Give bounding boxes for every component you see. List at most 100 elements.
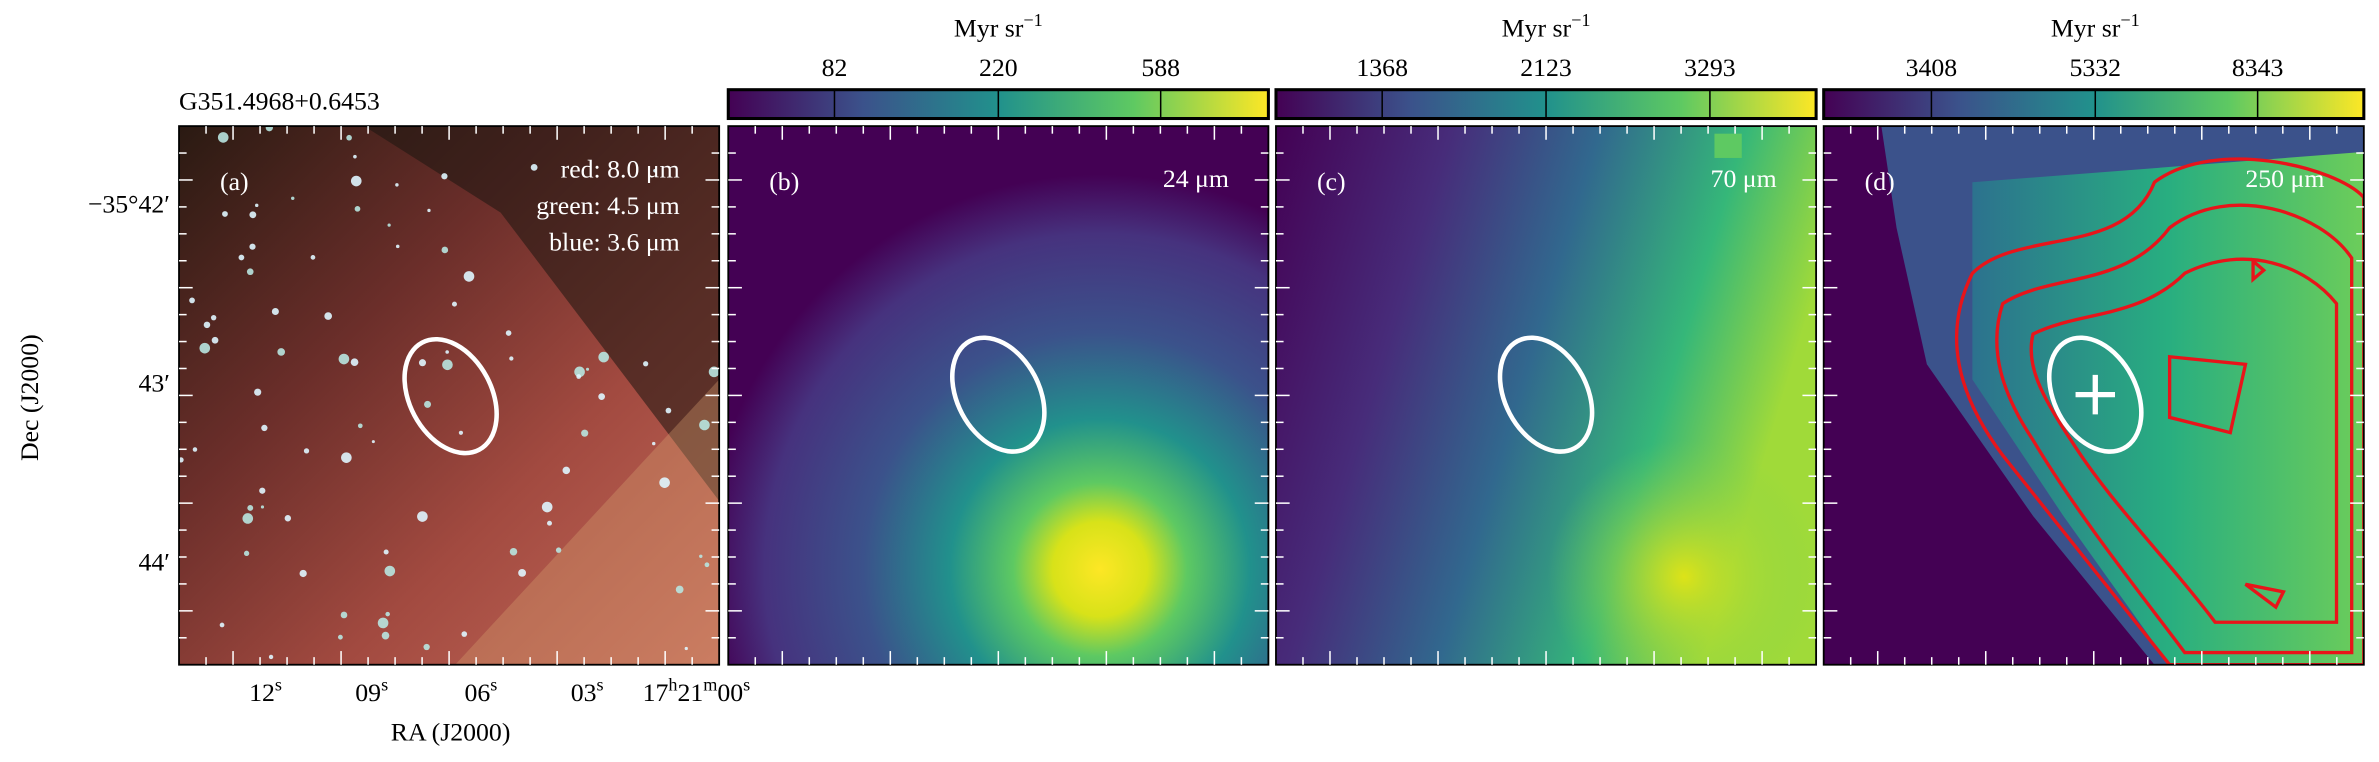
star — [260, 505, 265, 509]
x-tick-label: 17h21m00s — [643, 675, 751, 708]
panel-c-image — [1275, 126, 1817, 665]
star — [277, 348, 286, 356]
tick-number: 21 — [677, 678, 703, 707]
star — [350, 358, 359, 366]
panel-label: (a) — [220, 167, 249, 196]
band-label: green: 4.5 μm — [536, 191, 679, 220]
star — [518, 568, 527, 577]
band-label: blue: 3.6 μm — [549, 228, 680, 257]
star — [451, 301, 457, 307]
colorbar-tick-label: 82 — [822, 53, 848, 82]
colorbar-tick-label: 8343 — [2232, 53, 2284, 82]
star — [217, 132, 229, 143]
x-axis-title: RA (J2000) — [391, 718, 511, 747]
star — [341, 452, 352, 463]
star — [338, 353, 350, 365]
colorbars — [726, 88, 2366, 121]
star — [417, 511, 428, 522]
tick-number: 09 — [355, 678, 381, 707]
star — [418, 359, 427, 367]
star — [299, 569, 307, 578]
x-tick-label: 03s — [571, 675, 604, 708]
star — [653, 169, 657, 173]
colorbar-unit: Myr sr−1 — [954, 10, 1043, 43]
panel-a-image — [179, 126, 720, 665]
star — [461, 631, 468, 637]
star — [242, 513, 254, 524]
star — [423, 643, 430, 651]
colorbar-ticks — [833, 89, 2259, 119]
star — [222, 211, 228, 217]
star — [340, 611, 348, 619]
star — [247, 505, 254, 511]
tick-number: 03 — [571, 678, 597, 707]
star — [541, 501, 553, 513]
star — [643, 361, 649, 367]
star — [261, 424, 268, 432]
colorbar-tick-label: 1368 — [1356, 53, 1408, 82]
star — [179, 457, 184, 463]
star — [581, 429, 589, 437]
unit-base: Myr sr — [2051, 14, 2121, 43]
star — [509, 547, 518, 556]
star — [210, 314, 217, 321]
star — [284, 515, 292, 522]
tick-marks — [179, 126, 2364, 665]
tick-unit: m — [703, 675, 717, 695]
colorbar-tick-label: 3293 — [1684, 53, 1736, 82]
star — [254, 388, 262, 396]
tick-unit: s — [743, 675, 750, 695]
unit-base: Myr sr — [954, 14, 1024, 43]
star — [268, 654, 274, 660]
band-label: 250 μm — [2245, 164, 2324, 193]
star — [243, 550, 250, 556]
panel-d-image — [1823, 126, 2364, 665]
star — [246, 268, 254, 276]
y-axis-title: Dec (J2000) — [15, 334, 44, 461]
unit-base: Myr sr — [1502, 14, 1572, 43]
star — [505, 330, 512, 336]
y-tick-label: 44′ — [139, 548, 170, 577]
aperture — [950, 335, 1047, 454]
tick-number: 12 — [249, 678, 275, 707]
star — [395, 183, 399, 187]
colorbar-tick-label: 2123 — [1520, 53, 1572, 82]
star — [699, 419, 710, 431]
y-tick-label: −35°42′ — [88, 190, 170, 219]
star — [665, 407, 672, 414]
tick-unit: h — [668, 675, 677, 695]
star — [350, 175, 362, 187]
star — [324, 312, 333, 320]
star — [255, 203, 259, 208]
star — [371, 440, 375, 444]
star — [445, 350, 449, 354]
star — [458, 430, 464, 435]
panel-label: (b) — [769, 167, 799, 196]
star — [547, 520, 552, 526]
panel-label: (d) — [1865, 167, 1895, 196]
star — [675, 585, 684, 594]
band-label: 24 μm — [1163, 164, 1229, 193]
source-name: G351.4968+0.6453 — [179, 86, 380, 115]
tick-number: 00 — [717, 678, 743, 707]
tick-number: 06 — [465, 678, 491, 707]
star — [576, 374, 582, 379]
aperture — [402, 336, 499, 456]
star — [704, 562, 710, 568]
aperture — [2046, 335, 2144, 454]
star — [598, 393, 605, 400]
star — [555, 547, 562, 553]
star — [562, 466, 571, 475]
tick-number: 17 — [643, 678, 669, 707]
star — [238, 254, 245, 261]
star — [189, 297, 195, 304]
band-label: 70 μm — [1711, 164, 1777, 193]
star — [310, 255, 316, 260]
star — [303, 448, 310, 454]
star — [346, 134, 352, 141]
colorbar-tick-label: 5332 — [2069, 53, 2121, 82]
tick-unit: s — [490, 675, 497, 695]
star — [424, 400, 432, 408]
aperture — [1497, 335, 1595, 454]
